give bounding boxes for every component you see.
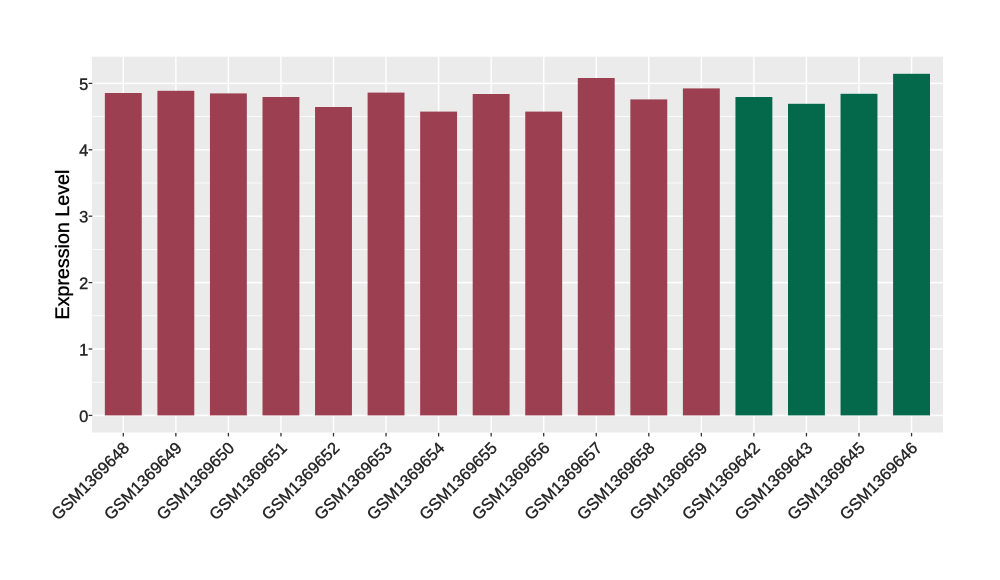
svg-text:1: 1 bbox=[79, 341, 88, 359]
svg-text:3: 3 bbox=[79, 209, 88, 227]
svg-text:2: 2 bbox=[79, 275, 88, 293]
svg-text:5: 5 bbox=[79, 76, 88, 94]
svg-text:4: 4 bbox=[79, 142, 88, 160]
svg-text:Expression Level: Expression Level bbox=[52, 170, 74, 320]
svg-text:0: 0 bbox=[79, 408, 88, 426]
